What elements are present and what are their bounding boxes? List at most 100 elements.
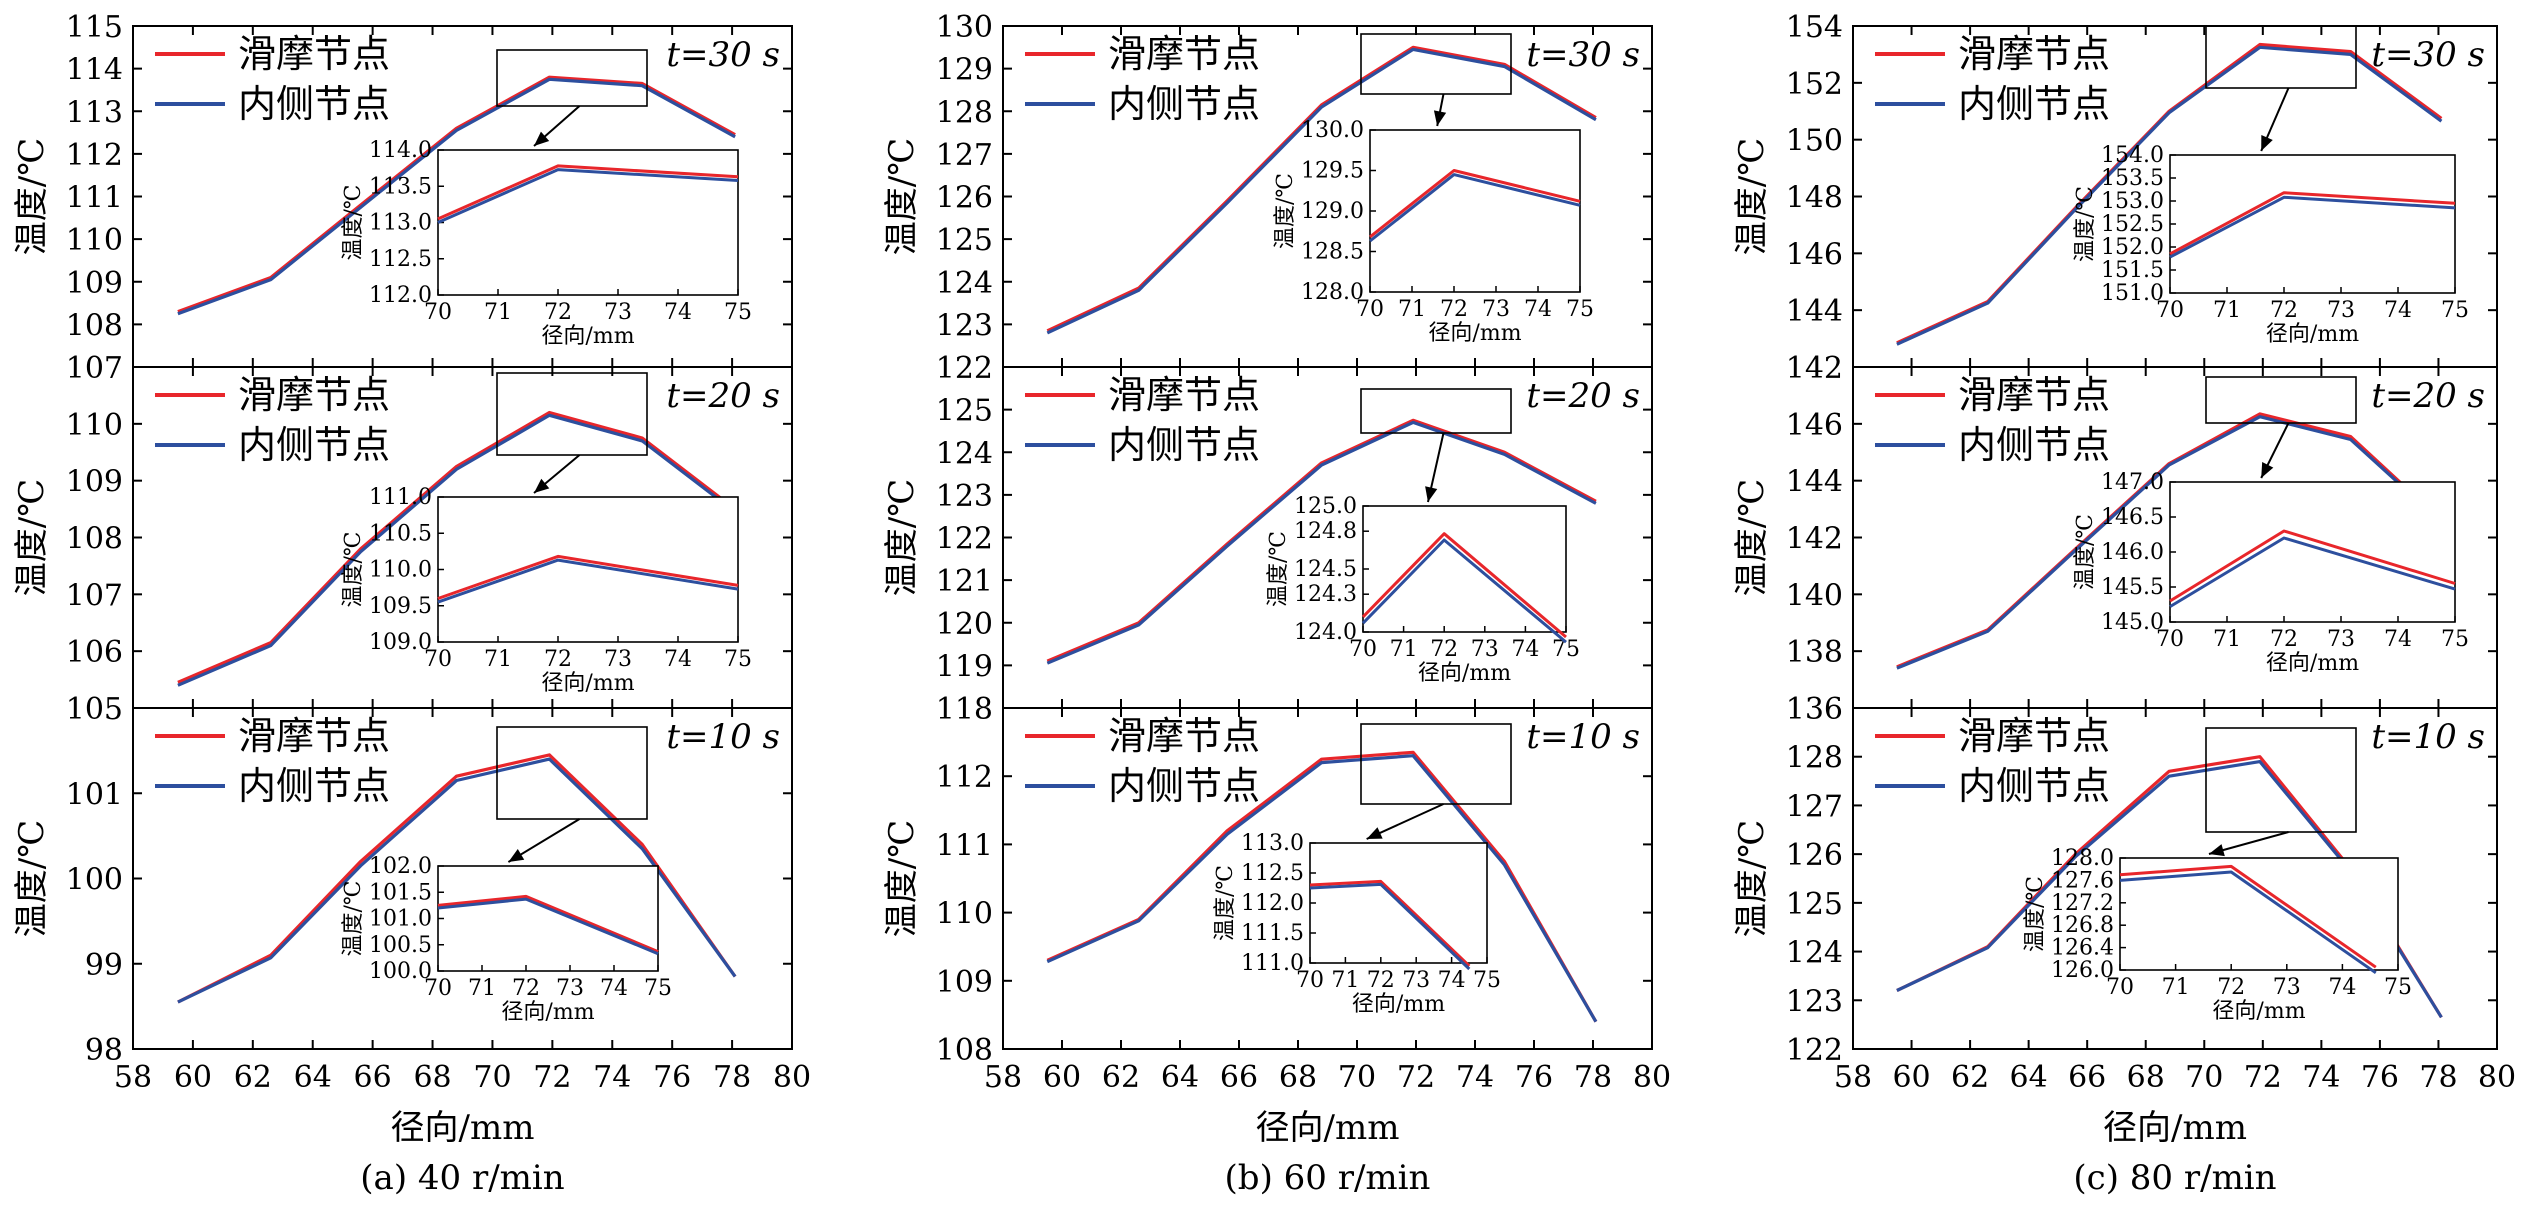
inset-y-tick-label: 151.5	[2101, 258, 2164, 283]
x-tick-label: 62	[234, 1060, 272, 1095]
inset-y-tick-label: 112.0	[1241, 891, 1304, 916]
y-tick-label: 111	[66, 181, 123, 216]
inset-series-line-inner	[437, 168, 739, 224]
inset-y-tick-label: 114.0	[369, 138, 432, 163]
zoom-arrow-head	[1366, 827, 1383, 839]
zoom-arrow-head	[534, 478, 550, 493]
y-tick-label: 144	[1786, 294, 1843, 329]
inset-y-axis-label: 温度/℃	[1273, 173, 1298, 249]
x-tick-label: 80	[773, 1060, 811, 1095]
y-tick-label: 128	[936, 95, 993, 130]
inset-y-tick-label: 152.5	[2101, 212, 2164, 237]
inset-x-tick-label: 73	[1482, 297, 1510, 322]
inset-x-tick-label: 73	[2273, 975, 2301, 1000]
inset-x-tick-label: 74	[664, 647, 692, 672]
legend-label: 滑摩节点	[238, 714, 390, 758]
series-line-inner	[1046, 47, 1597, 335]
inset-y-tick-label: 101.0	[369, 907, 432, 932]
zoom-box	[1360, 33, 1512, 95]
inset-x-tick-label: 75	[2441, 627, 2469, 652]
subfigure-caption: (b) 60 r/min	[1225, 1158, 1431, 1198]
y-tick-label: 124	[936, 266, 993, 301]
y-tick-label: 118	[936, 692, 993, 727]
inset-y-tick-label: 127.2	[2051, 891, 2114, 916]
y-tick-label: 125	[936, 394, 993, 429]
y-tick-label: 146	[1786, 408, 1843, 443]
y-tick-label: 154	[1786, 10, 1843, 45]
time-label: t=20 s	[666, 376, 780, 416]
inset: 70 71 72 73 74 75124.0124.3124.5124.8125.0径向/…	[1266, 494, 1580, 686]
inset: 70 71 72 73 74 75 145.0 145.5 146.0 146.5 147.0 径向/…	[2073, 470, 2469, 676]
x-tick-label: 60	[174, 1060, 212, 1095]
y-tick-label: 109	[936, 965, 993, 1000]
inset-x-tick-label: 71	[2162, 975, 2190, 1000]
inset-series-line-sliding	[2169, 191, 2456, 256]
legend-label: 内侧节点	[1108, 82, 1260, 126]
zoom-arrow-head	[1425, 486, 1438, 502]
x-tick-label: 64	[294, 1060, 332, 1095]
inset-y-tick-label: 109.0	[369, 630, 432, 655]
subfigure-caption: (c) 80 r/min	[2073, 1158, 2276, 1198]
inset-x-tick-label: 75	[1566, 297, 1594, 322]
y-tick-label: 140	[1786, 578, 1843, 613]
x-tick-label: 78	[713, 1060, 751, 1095]
inset-y-tick-label: 128.0	[1301, 280, 1364, 305]
inset: 70 71 72 73 74 75 128.0 128.5 129.0 129.5 130.0 径向/…	[1273, 118, 1594, 346]
series-line-inner	[1896, 415, 2443, 670]
inset-y-tick-label: 125.0	[1294, 494, 1357, 519]
y-tick-label: 130	[936, 10, 993, 45]
inset-frame	[437, 496, 739, 643]
y-tick-label: 127	[936, 138, 993, 173]
y-axis-label: 温度/℃	[882, 479, 922, 597]
series-line-inner	[1896, 45, 2443, 346]
x-tick-label: 58	[984, 1060, 1022, 1095]
inset-x-tick-label: 70	[424, 647, 452, 672]
inset-y-tick-label: 100.5	[369, 933, 432, 958]
inset-series-line-inner	[437, 897, 659, 956]
y-tick-label: 106	[66, 635, 123, 670]
inset-x-tick-label: 74	[600, 976, 628, 1001]
inset-x-tick-label: 70	[424, 300, 452, 325]
legend-label: 滑摩节点	[238, 32, 390, 76]
x-tick-label: 64	[1161, 1060, 1199, 1095]
inset-x-tick-label: 75	[724, 647, 752, 672]
inset-x-tick-label: 71	[468, 976, 496, 1001]
inset-x-tick-label: 73	[2327, 627, 2355, 652]
inset-x-tick-label: 74	[2328, 975, 2356, 1000]
x-tick-label: 76	[653, 1060, 691, 1095]
inset-y-tick-label: 130.0	[1301, 118, 1364, 143]
inset-y-tick-label: 126.8	[2051, 913, 2114, 938]
inset-frame	[2169, 481, 2456, 623]
x-tick-label: 60	[1892, 1060, 1930, 1095]
inset-y-tick-label: 110.0	[369, 558, 432, 583]
x-axis-label: 径向/mm	[2103, 1108, 2247, 1148]
x-tick-label: 72	[533, 1060, 571, 1095]
inset-y-tick-label: 113.5	[369, 174, 432, 199]
y-axis-label: 温度/℃	[12, 138, 52, 256]
inset-x-axis-label: 径向/mm	[541, 671, 634, 696]
inset-y-tick-label: 147.0	[2101, 470, 2164, 495]
y-axis-label: 温度/℃	[1732, 820, 1772, 938]
x-tick-label: 58	[1834, 1060, 1872, 1095]
inset-y-tick-label: 128.5	[1301, 240, 1364, 265]
y-tick-label: 124	[936, 436, 993, 471]
x-tick-label: 66	[2068, 1060, 2106, 1095]
y-tick-label: 108	[66, 522, 123, 557]
inset-y-axis-label: 温度/℃	[341, 184, 366, 260]
inset-y-axis-label: 温度/℃	[2073, 514, 2098, 590]
inset-x-tick-label: 73	[2327, 298, 2355, 323]
chart-b: 122123124125126127128129130温度/℃滑摩节点内侧节点t…	[882, 10, 1671, 1198]
inset-x-axis-label: 径向/mm	[2212, 999, 2305, 1024]
inset-x-tick-label: 72	[2270, 627, 2298, 652]
legend-label: 内侧节点	[1958, 82, 2110, 126]
y-tick-label: 114	[66, 53, 123, 88]
time-label: t=20 s	[1526, 376, 1640, 416]
inset-series-line-sliding	[437, 164, 739, 221]
y-tick-label: 136	[1786, 692, 1843, 727]
y-tick-label: 123	[936, 308, 993, 343]
inset-y-tick-label: 112.5	[1241, 861, 1304, 886]
